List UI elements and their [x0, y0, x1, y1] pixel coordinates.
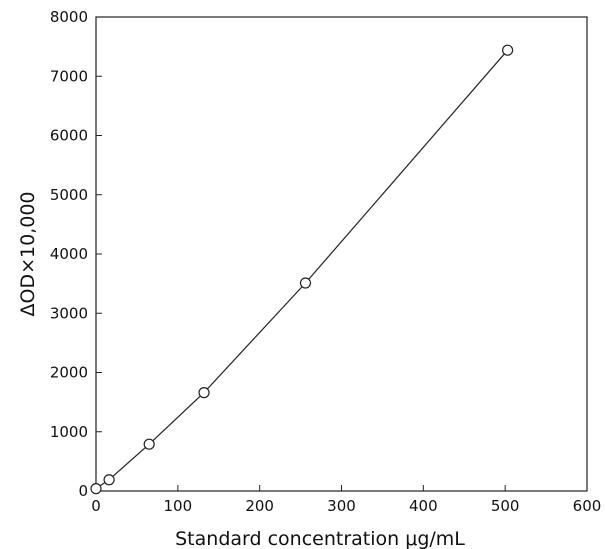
x-tick-label: 100	[164, 497, 193, 515]
y-axis-title: ΔOD×10,000	[17, 192, 39, 317]
plot-frame	[95, 16, 588, 492]
data-point	[198, 387, 210, 399]
data-points-layer	[90, 44, 514, 495]
x-tick-label: 400	[409, 497, 438, 515]
x-axis-title: Standard concentration μg/mL	[175, 528, 465, 549]
data-point	[90, 483, 102, 495]
y-tick-label: 8000	[50, 8, 88, 26]
data-point	[143, 438, 155, 450]
x-tick-label: 0	[91, 497, 101, 515]
y-tick-label: 0	[78, 482, 88, 500]
x-tick-label: 300	[327, 497, 356, 515]
y-tick-label: 2000	[50, 364, 88, 382]
x-tick-label: 500	[491, 497, 520, 515]
tick-labels: 0 100 200 300 400 500 600010002000300040005000…	[50, 8, 602, 515]
y-tick-label: 3000	[50, 304, 88, 322]
x-tick-label: 600	[573, 497, 602, 515]
y-tick-label: 1000	[50, 423, 88, 441]
data-point	[299, 277, 312, 289]
axis-ticks	[95, 16, 588, 492]
x-tick-label: 200	[245, 497, 274, 515]
data-point	[103, 474, 115, 486]
y-tick-label: 5000	[50, 186, 88, 204]
y-tick-label: 6000	[50, 127, 88, 145]
y-tick-label: 4000	[50, 245, 88, 263]
y-tick-label: 7000	[50, 67, 88, 85]
fit-line	[95, 49, 509, 490]
data-point	[502, 44, 514, 56]
fit-line-layer	[95, 49, 509, 490]
